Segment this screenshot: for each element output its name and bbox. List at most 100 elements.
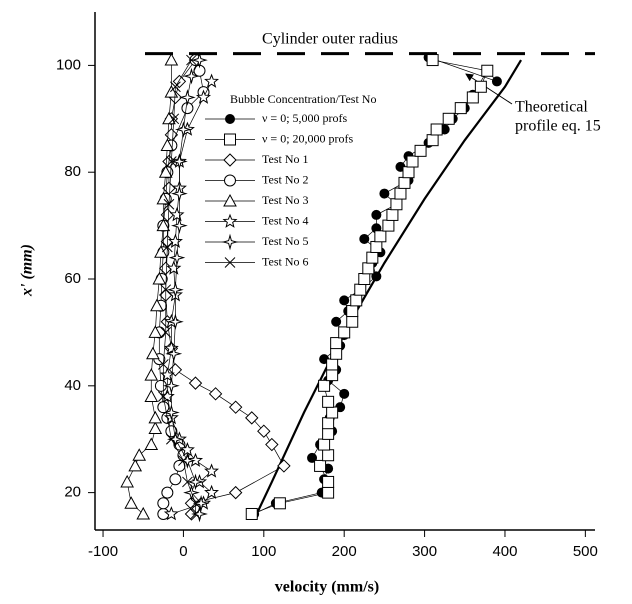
marker-part — [223, 193, 237, 207]
marker-part — [426, 134, 439, 147]
y-tick-label: 100 — [56, 56, 81, 73]
marker — [168, 113, 180, 125]
legend-label: Test No 2 — [262, 172, 309, 186]
marker-part — [326, 358, 339, 371]
marker-part — [183, 67, 200, 85]
marker — [157, 497, 170, 510]
legend-marker — [223, 193, 237, 207]
marker — [426, 134, 439, 147]
marker — [195, 89, 212, 104]
legend-item: Test No 2 — [205, 172, 309, 187]
marker-part — [175, 121, 192, 138]
marker-part — [354, 283, 367, 296]
annotation-arrow — [465, 73, 513, 105]
marker-part — [195, 89, 212, 104]
marker-part — [382, 219, 395, 232]
marker — [359, 233, 370, 244]
marker-part — [171, 153, 188, 170]
marker — [191, 51, 208, 69]
marker — [354, 283, 367, 296]
marker-part — [322, 427, 335, 440]
marker-part — [362, 262, 375, 275]
legend-item: ν = 0; 20,000 profs — [205, 131, 354, 146]
marker — [208, 387, 223, 401]
marker — [398, 176, 411, 189]
marker-part — [245, 411, 259, 425]
marker — [245, 411, 259, 425]
legend-title: Bubble Concentration/Test No — [230, 92, 376, 106]
marker-part — [322, 395, 335, 408]
marker — [124, 496, 139, 509]
marker — [132, 448, 147, 461]
marker — [204, 73, 220, 88]
marker-part — [188, 376, 203, 390]
marker — [148, 325, 163, 338]
marker-part — [168, 249, 186, 266]
marker — [175, 121, 192, 138]
marker-part — [191, 51, 208, 69]
legend-item: ν = 0; 5,000 profs — [205, 111, 348, 125]
marker — [390, 198, 403, 211]
marker-part — [204, 463, 220, 478]
marker-part — [331, 316, 342, 327]
legend-item: Test No 3 — [205, 193, 309, 207]
marker-part — [339, 388, 350, 399]
marker-part — [245, 507, 258, 520]
marker — [374, 230, 387, 243]
marker — [386, 208, 399, 221]
curve-label: profile eq. 15 — [515, 118, 601, 135]
marker-part — [179, 89, 196, 106]
theoretical-curve — [253, 59, 522, 520]
marker-part — [370, 240, 383, 253]
marker — [326, 358, 339, 371]
marker — [430, 123, 443, 136]
marker — [370, 240, 383, 253]
marker-part — [166, 260, 182, 275]
marker-part — [358, 273, 371, 286]
curve-label: Theoretical — [515, 99, 588, 116]
marker — [150, 298, 164, 312]
marker — [339, 295, 350, 306]
marker — [163, 377, 180, 395]
marker — [171, 217, 188, 234]
marker — [164, 85, 179, 98]
marker — [120, 474, 134, 488]
y-tick-label: 20 — [64, 484, 81, 501]
marker-part — [474, 80, 487, 93]
marker — [277, 459, 291, 473]
marker — [171, 153, 188, 170]
marker-part — [330, 347, 343, 360]
marker-part — [156, 218, 171, 232]
marker-part — [164, 53, 179, 66]
marker — [322, 427, 335, 440]
marker-part — [224, 257, 236, 268]
marker — [160, 284, 172, 296]
marker — [322, 449, 335, 462]
marker — [136, 506, 151, 520]
marker-part — [221, 233, 239, 251]
legend-marker — [224, 133, 236, 146]
marker — [466, 91, 479, 104]
marker-part — [454, 102, 467, 115]
marker — [273, 497, 286, 510]
marker — [144, 368, 159, 381]
marker-part — [167, 313, 184, 331]
marker-part — [163, 340, 179, 355]
x-tick-label: 500 — [573, 543, 598, 560]
marker — [339, 388, 350, 399]
marker-part — [273, 497, 286, 510]
marker-part — [204, 73, 220, 88]
legend-item: Test No 6 — [205, 254, 309, 268]
marker — [154, 245, 168, 258]
marker — [160, 327, 172, 338]
marker-part — [318, 379, 331, 392]
x-tick-label: 100 — [251, 543, 276, 560]
marker — [366, 251, 379, 264]
marker-part — [442, 112, 455, 125]
marker-part — [144, 437, 159, 451]
marker-part — [154, 245, 168, 258]
marker — [144, 437, 159, 451]
legend-label: Test No 4 — [262, 213, 309, 227]
marker — [358, 273, 371, 286]
y-tick-label: 80 — [64, 163, 81, 180]
